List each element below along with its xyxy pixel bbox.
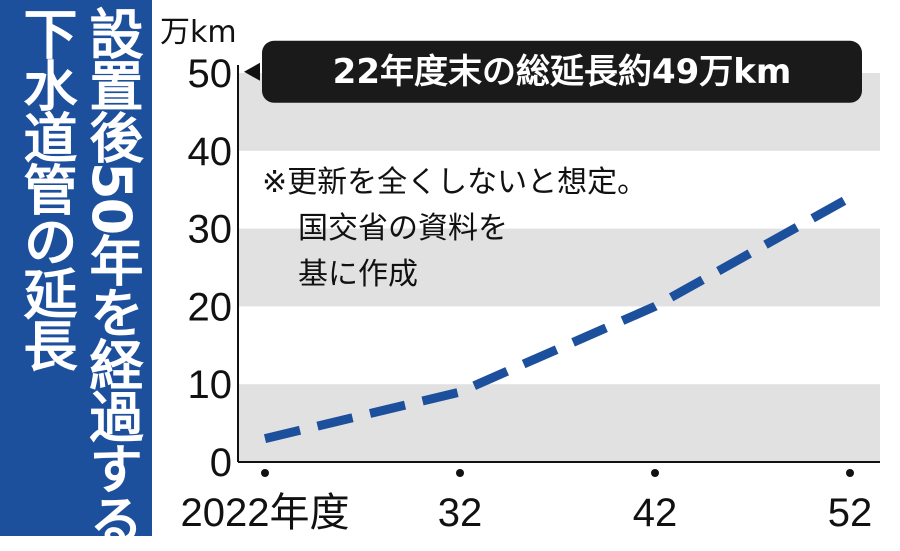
callout-text: 22年度末の総延長約49万km (333, 52, 792, 92)
note-line: 国交省の資料を (298, 211, 508, 246)
note-line: ※更新を全くしないと想定。 (262, 165, 647, 200)
y-tick-label: 40 (188, 130, 233, 174)
note-line: 基に作成 (298, 257, 418, 292)
x-tick-dot (261, 469, 269, 477)
y-tick-label: 30 (188, 208, 233, 252)
y-tick-label: 50 (188, 52, 233, 96)
x-tick-labels: 2022年度 32 42 52 (181, 469, 873, 535)
background-bands (238, 73, 880, 462)
x-tick-dot (651, 469, 659, 477)
x-tick-label: 52 (828, 491, 873, 535)
x-tick-dot (846, 469, 854, 477)
title-panel: 設置後50年を経過する 下水道管の延長 (0, 0, 152, 546)
x-tick-dot (456, 469, 464, 477)
axes (237, 65, 880, 463)
callout-box (262, 40, 862, 103)
y-unit-label: 万km (160, 15, 237, 50)
chart-title: 設置後50年を経過する 下水道管の延長 (14, 6, 143, 546)
callout-pointer (244, 62, 260, 81)
y-tick-label: 20 (188, 285, 233, 329)
x-tick-label: 42 (633, 491, 678, 535)
x-tick-label: 32 (438, 491, 483, 535)
y-tick-label: 0 (210, 441, 232, 485)
y-tick-label: 10 (188, 363, 233, 407)
x-tick-label: 2022年度 (181, 491, 350, 535)
